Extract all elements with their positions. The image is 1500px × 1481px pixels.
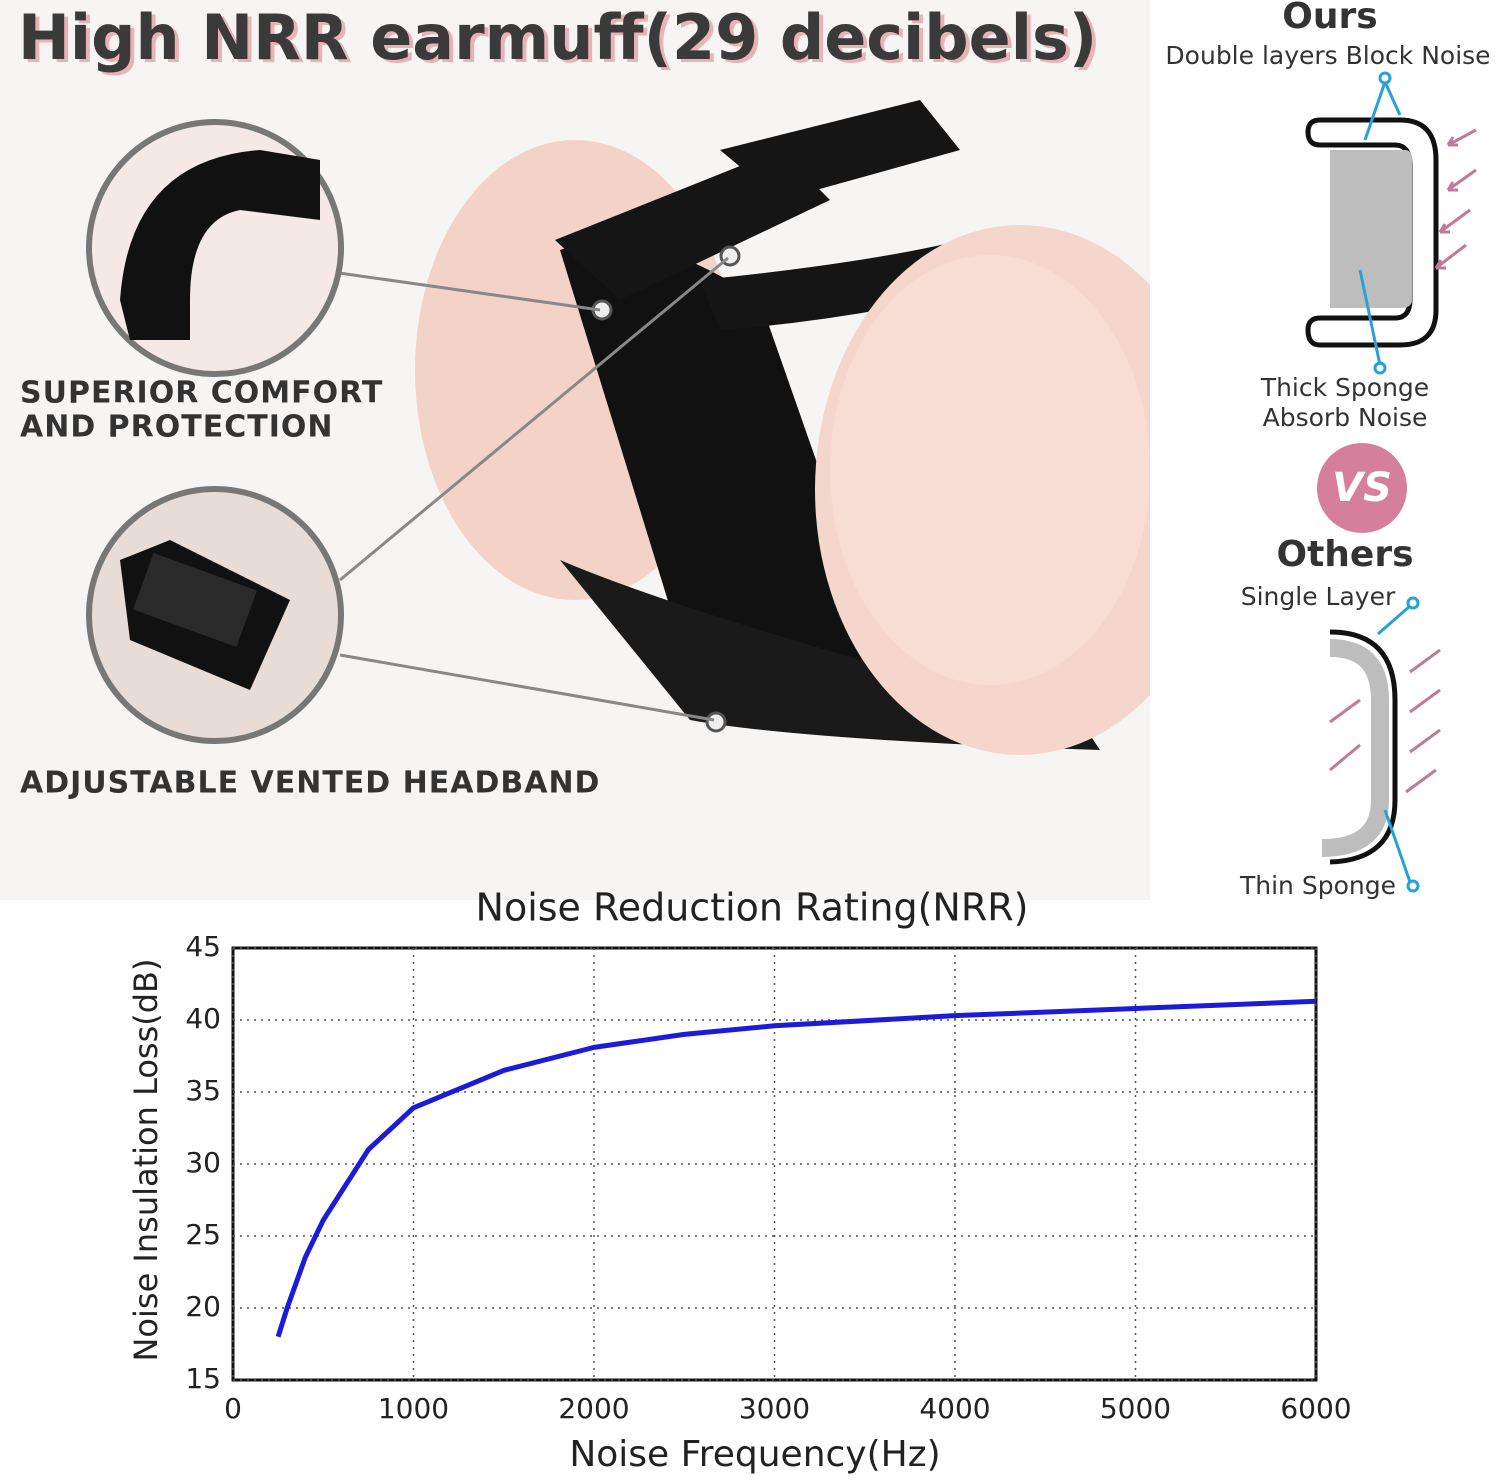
callout-label: ADJUSTABLE VENTED HEADBAND <box>20 766 600 801</box>
callout-label: SUPERIOR COMFORT <box>20 376 383 411</box>
x-tick-label: 3000 <box>739 1392 810 1425</box>
comparison-panel <box>1150 0 1500 900</box>
comparison-heading: Others <box>1276 534 1413 575</box>
chart-title: Noise Reduction Rating(NRR) <box>476 886 1029 930</box>
y-axis-label: Noise Insulation Loss(dB) <box>127 959 165 1362</box>
x-tick-label: 2000 <box>558 1392 629 1425</box>
x-tick-label: 1000 <box>378 1392 449 1425</box>
comparison-label: Single Layer <box>1241 582 1396 611</box>
vs-badge <box>1317 443 1407 533</box>
comparison-label: Thick Sponge <box>1260 373 1429 402</box>
y-tick-label: 15 <box>185 1362 221 1395</box>
y-tick-label: 20 <box>185 1290 221 1323</box>
y-tick-label: 25 <box>185 1218 221 1251</box>
y-tick-label: 35 <box>185 1074 221 1107</box>
x-tick-label: 4000 <box>919 1392 990 1425</box>
data-line <box>275 998 1317 1338</box>
plot: 15 20 25 30 35 40 45 0 1000 2000 3000 4000 5000 6000 <box>185 930 1351 1425</box>
y-tick-label: 40 <box>185 1002 221 1035</box>
y-tick-label: 45 <box>185 930 221 963</box>
double-layer-diagram <box>1305 71 1477 375</box>
comparison-heading: Ours <box>1282 0 1377 37</box>
x-tick-label: 5000 <box>1100 1392 1171 1425</box>
comparison-label: Double layers Block Noise <box>1165 41 1490 70</box>
callout-label: AND PROTECTION <box>20 410 333 445</box>
comparison-label: Absorb Noise <box>1263 403 1428 432</box>
x-axis-label: Noise Frequency(Hz) <box>569 1434 940 1475</box>
x-tick-label: 6000 <box>1280 1392 1351 1425</box>
comparison-label: Thin Sponge <box>1239 871 1396 900</box>
vs-label: VS <box>1332 465 1392 511</box>
single-layer-diagram <box>1321 596 1441 893</box>
page-title: High NRR earmuff(29 decibels) <box>18 1 1097 74</box>
x-tick-label: 0 <box>224 1392 242 1425</box>
product-image <box>86 100 1225 755</box>
y-tick-label: 30 <box>185 1146 221 1179</box>
